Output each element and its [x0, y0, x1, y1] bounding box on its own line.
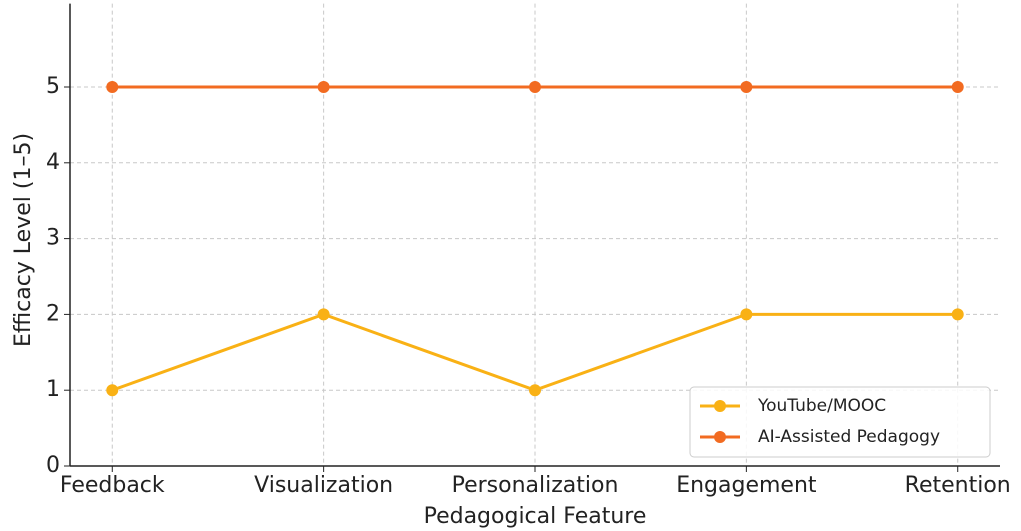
y-tick-label: 1: [46, 377, 60, 402]
point: [951, 81, 964, 93]
point: [529, 384, 541, 397]
x-tick-label: Personalization: [452, 473, 619, 498]
legend-text: AI-Assisted Pedagogy: [758, 427, 940, 447]
y-tick-label: 3: [46, 226, 60, 251]
legend-marker: [714, 431, 726, 443]
legend-box: [689, 386, 991, 458]
y-tick-label: 4: [46, 150, 60, 175]
point: [317, 308, 330, 321]
y-tick-label: 0: [46, 453, 60, 478]
x-tick-label: Engagement: [676, 473, 817, 498]
point: [740, 308, 753, 321]
x-axis-label: Pedagogical Feature: [424, 504, 647, 529]
x-tick-label: Retention: [905, 473, 1011, 498]
legend: YouTube/MOOC AI-Assisted Pedagogy: [689, 386, 991, 458]
y-tick-label: 5: [46, 74, 60, 99]
y-tick-label: 2: [46, 301, 60, 326]
point: [106, 384, 119, 397]
y-axis-label: Efficacy Level (1–5): [11, 133, 36, 347]
x-tick-label: Feedback: [60, 473, 165, 498]
point: [106, 81, 119, 93]
legend-marker: [714, 400, 726, 412]
x-tick-label: Visualization: [254, 473, 393, 498]
point: [740, 81, 753, 93]
point: [951, 308, 964, 321]
point: [317, 81, 330, 93]
point: [529, 81, 541, 93]
legend-text: YouTube/MOOC: [757, 396, 886, 416]
